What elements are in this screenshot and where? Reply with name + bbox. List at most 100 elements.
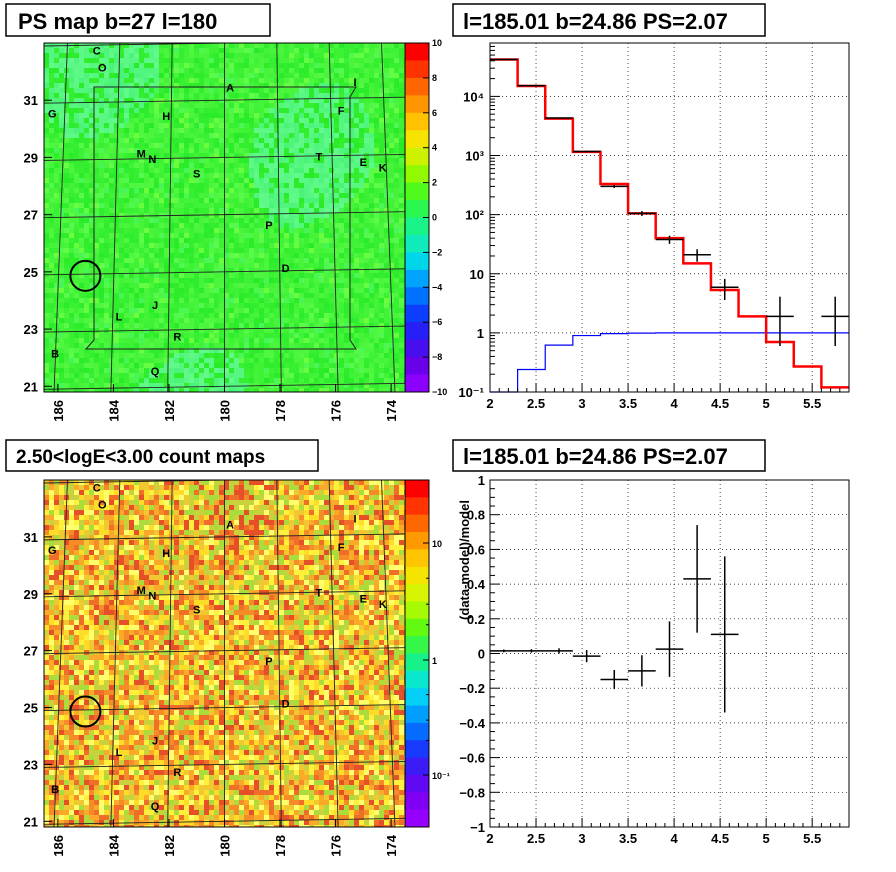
heatmap-cell — [319, 283, 325, 289]
heatmap-cell — [179, 258, 185, 264]
heatmap-cell — [99, 103, 105, 109]
heatmap-cell — [314, 58, 320, 64]
heatmap-cell — [334, 168, 340, 174]
heatmap-cell — [354, 53, 360, 59]
heatmap-cell — [169, 328, 175, 334]
heatmap-cell — [249, 58, 255, 64]
heatmap-cell — [274, 313, 280, 319]
heatmap-cell — [244, 198, 250, 204]
heatmap-cell — [199, 153, 205, 159]
heatmap-cell — [149, 143, 155, 149]
heatmap-cell — [89, 193, 95, 199]
heatmap-cell — [149, 113, 155, 119]
heatmap-cell — [129, 63, 135, 69]
heatmap-cell — [74, 303, 80, 309]
heatmap-cell — [209, 163, 215, 169]
heatmap-cell — [219, 243, 225, 249]
heatmap-cell — [389, 58, 395, 64]
heatmap-cell — [194, 273, 200, 279]
heatmap-cell — [179, 133, 185, 139]
heatmap-cell — [334, 58, 340, 64]
heatmap-cell — [309, 248, 315, 254]
heatmap-cell — [294, 308, 300, 314]
heatmap-cell — [139, 133, 145, 139]
heatmap-cell — [54, 298, 60, 304]
heatmap-cell — [129, 198, 135, 204]
heatmap-cell — [119, 313, 125, 319]
heatmap-cell — [144, 153, 150, 159]
heatmap-cell — [284, 78, 290, 84]
heatmap-cell — [109, 103, 115, 109]
heatmap-cell — [254, 103, 260, 109]
heatmap-cell — [309, 63, 315, 69]
heatmap-cell — [364, 238, 370, 244]
heatmap-cell — [259, 53, 265, 59]
heatmap-cell — [139, 178, 145, 184]
heatmap-cell — [49, 318, 55, 324]
heatmap-cell — [149, 343, 155, 349]
heatmap-cell — [139, 353, 145, 359]
heatmap-cell — [184, 288, 190, 294]
heatmap-cell — [199, 338, 205, 344]
heatmap-cell — [99, 83, 105, 89]
heatmap-cell — [164, 43, 170, 49]
heatmap-cell — [129, 288, 135, 294]
heatmap-cell — [274, 238, 280, 244]
heatmap-cell — [319, 228, 325, 234]
heatmap-cell — [374, 143, 380, 149]
heatmap-cell — [139, 198, 145, 204]
heatmap-cell — [399, 148, 405, 154]
heatmap-cell — [154, 313, 160, 319]
heatmap-cell — [174, 48, 180, 54]
heatmap-cell — [44, 318, 50, 324]
heatmap-cell — [49, 98, 55, 104]
heatmap-cell — [334, 278, 340, 284]
heatmap-cell — [54, 213, 60, 219]
heatmap-cell — [234, 233, 240, 239]
heatmap-cell — [154, 318, 160, 324]
heatmap-cell — [129, 253, 135, 259]
heatmap-cell — [209, 228, 215, 234]
heatmap-cell — [384, 268, 390, 274]
heatmap-cell — [194, 353, 200, 359]
heatmap-cell — [369, 288, 375, 294]
heatmap-cell — [54, 118, 60, 124]
heatmap-cell — [79, 353, 85, 359]
heatmap-cell — [224, 98, 230, 104]
heatmap-cell — [194, 323, 200, 329]
heatmap-cell — [194, 88, 200, 94]
heatmap-cell — [109, 158, 115, 164]
heatmap-cell — [364, 108, 370, 114]
heatmap-cell — [164, 133, 170, 139]
heatmap-cell — [329, 53, 335, 59]
heatmap-cell — [129, 273, 135, 279]
heatmap-cell — [74, 378, 80, 384]
heatmap-cell — [204, 203, 210, 209]
heatmap-cell — [279, 248, 285, 254]
heatmap-cell — [184, 348, 190, 354]
heatmap-cell — [59, 348, 65, 354]
heatmap-cell — [294, 283, 300, 289]
heatmap-cell — [164, 63, 170, 69]
heatmap-cell — [319, 108, 325, 114]
heatmap-cell — [249, 358, 255, 364]
heatmap-cell — [269, 178, 275, 184]
heatmap-cell — [104, 188, 110, 194]
heatmap-cell — [84, 383, 90, 389]
heatmap-cell — [214, 193, 220, 199]
heatmap-cell — [319, 378, 325, 384]
heatmap-cell — [54, 178, 60, 184]
heatmap-cell — [134, 348, 140, 354]
heatmap-cell — [189, 173, 195, 179]
heatmap-cell — [114, 58, 120, 64]
heatmap-cell — [124, 223, 130, 229]
heatmap-cell — [369, 178, 375, 184]
heatmap-cell — [274, 263, 280, 269]
heatmap-cell — [154, 183, 160, 189]
heatmap-cell — [259, 118, 265, 124]
heatmap-cell — [144, 278, 150, 284]
heatmap-cell — [239, 298, 245, 304]
heatmap-cell — [94, 148, 100, 154]
heatmap-cell — [339, 228, 345, 234]
heatmap-cell — [369, 163, 375, 169]
